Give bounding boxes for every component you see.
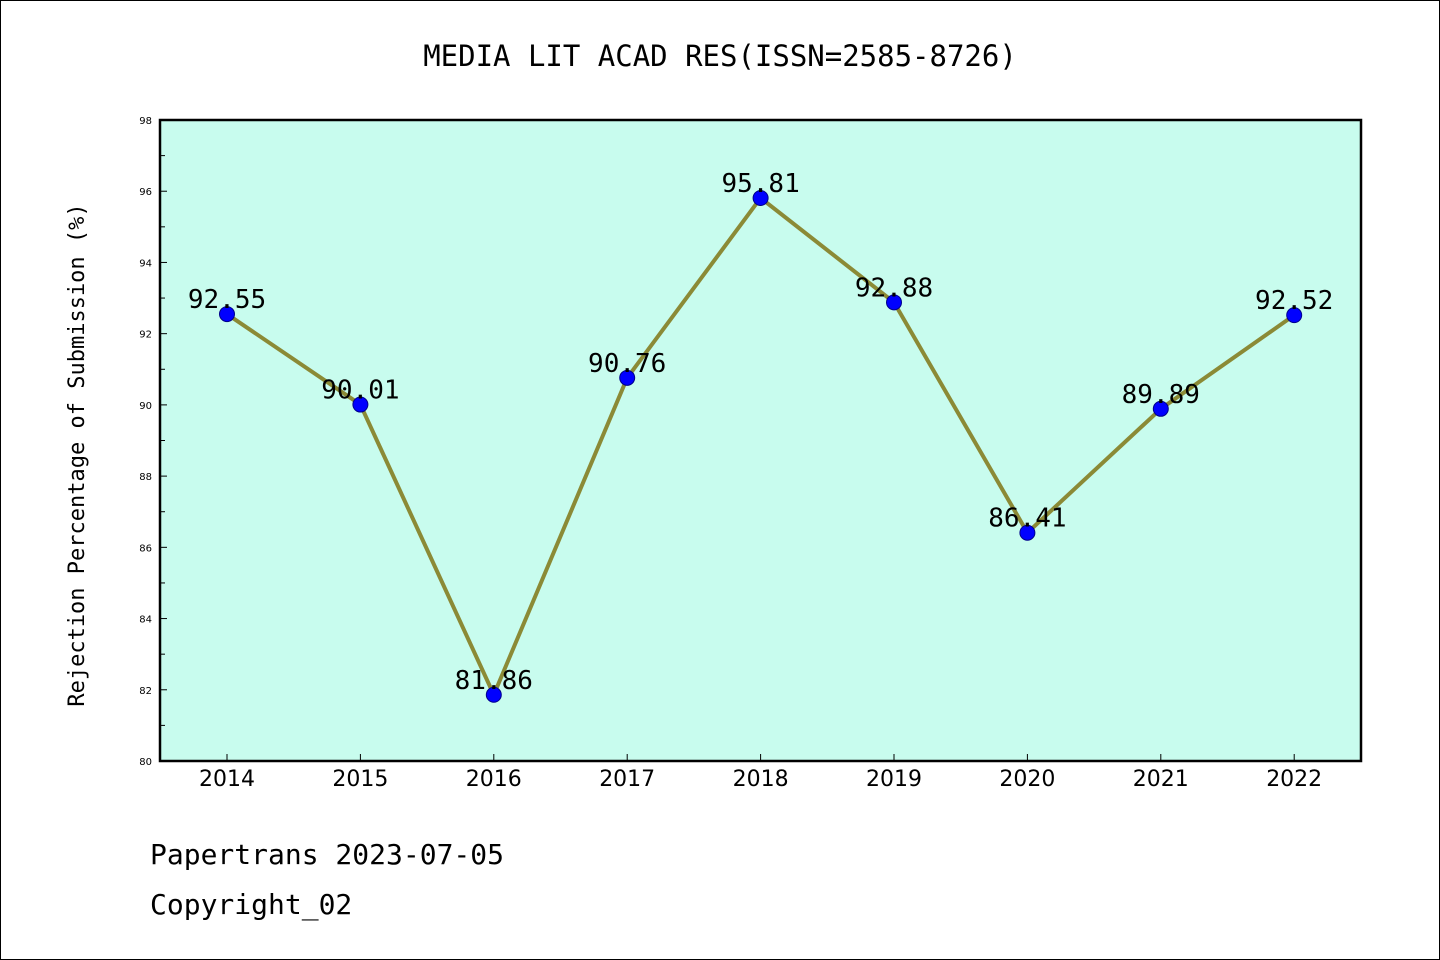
y-tick-label: 94 [139,258,152,269]
data-label: 86.41 [988,504,1066,534]
data-label: 95.81 [721,169,799,199]
chart-title: MEDIA LIT ACAD RES(ISSN=2585-8726) [423,39,1017,73]
data-point [1286,307,1303,324]
y-tick-label: 86 [139,543,152,554]
x-tick-label: 2021 [1133,767,1189,792]
data-label: 90.76 [588,349,666,379]
data-point [485,686,502,703]
data-point [752,189,769,206]
data-point [1019,524,1036,541]
data-label: 92.55 [188,285,266,315]
plot-border [158,118,1363,763]
data-label: 81.86 [455,666,533,696]
y-tick-label: 90 [139,401,152,412]
data-point [219,306,235,323]
y-tick-label: 92 [139,330,152,341]
x-tick-label: 2020 [999,767,1055,792]
y-axis-label: Rejection Percentage of Submission (%) [65,203,90,706]
y-tick-label: 98 [139,116,152,127]
x-tick-label: 2015 [332,767,388,792]
x-tick-label: 2014 [199,767,255,792]
x-tick-label: 2019 [866,767,922,792]
y-tick-label: 80 [139,757,152,768]
data-label: 89.89 [1122,380,1200,410]
data-point [1152,400,1169,417]
footer-source: Papertrans 2023-07-05 [150,838,504,871]
data-label-group: 92.55 90.01 81.86 90.76 95.81 92.88 86.41 89.89… [188,169,1333,696]
data-label: 92.88 [855,273,933,303]
plot-area [160,120,1361,761]
series-group [219,189,1303,703]
x-axis: 2014 2015 2016 2017 2018 2019 2020 2021 2022 [199,754,1322,792]
data-label: 92.52 [1255,286,1333,316]
footer-copyright: Copyright_02 [150,888,352,922]
x-tick-label: 2016 [466,767,522,792]
data-point [352,396,369,413]
y-tick-label: 82 [139,686,152,697]
y-tick-label: 96 [139,187,152,198]
y-tick-label: 84 [139,615,152,626]
y-tick-label: 88 [139,472,152,483]
x-tick-label: 2018 [733,767,789,792]
data-point [619,369,636,386]
x-tick-label: 2017 [599,767,655,792]
data-label: 90.01 [321,376,399,406]
data-point [886,294,902,311]
x-tick-label: 2022 [1266,767,1322,792]
